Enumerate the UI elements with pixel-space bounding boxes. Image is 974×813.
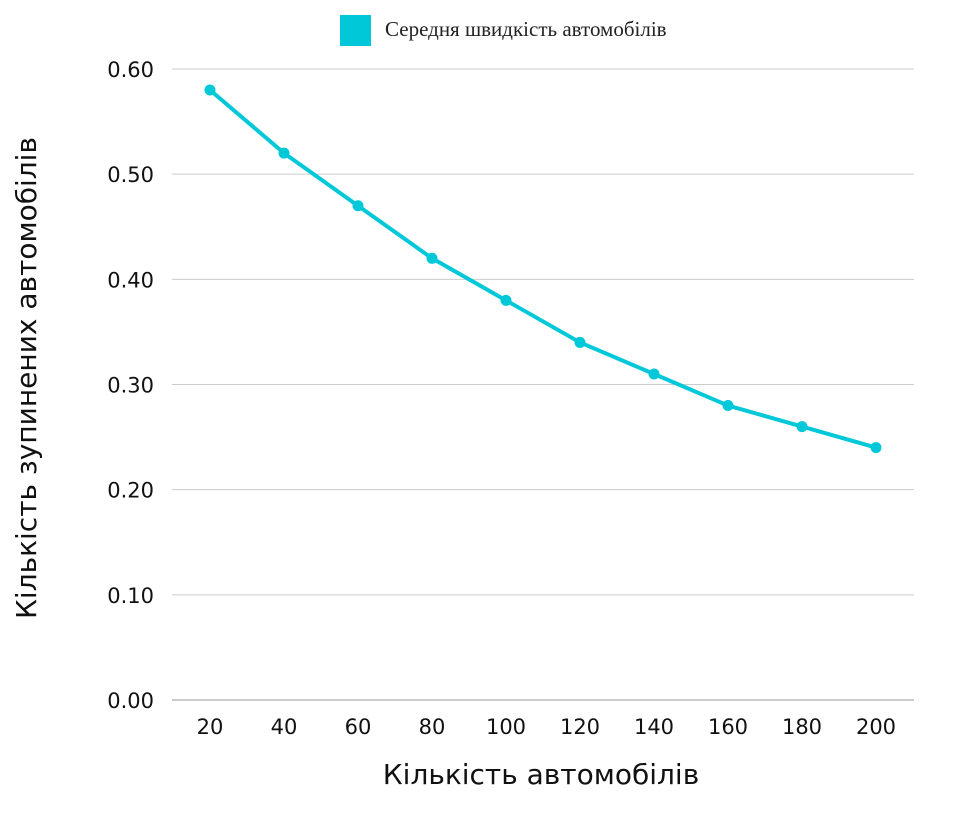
- x-tick-label: 200: [856, 715, 896, 739]
- y-tick-label: 0.00: [107, 689, 154, 713]
- y-tick-label: 0.20: [107, 479, 154, 503]
- x-tick-label: 80: [419, 715, 446, 739]
- data-point: [870, 442, 882, 454]
- x-tick-label: 20: [197, 715, 224, 739]
- x-tick-labels: 20 40 60 80 100 120 140 160 180 200: [197, 715, 896, 739]
- x-tick-label: 100: [486, 715, 526, 739]
- y-tick-label: 0.40: [107, 268, 154, 292]
- series-line: [208, 88, 878, 450]
- legend: Середня швидкість автомобілів: [340, 15, 667, 46]
- data-point: [500, 294, 512, 306]
- x-tick-label: 40: [271, 715, 298, 739]
- x-tick-label: 140: [634, 715, 674, 739]
- data-point: [722, 400, 734, 412]
- data-point: [574, 336, 586, 348]
- data-point: [426, 252, 438, 264]
- y-axis-title: Кількість зупинених автомобілів: [10, 137, 43, 619]
- x-tick-label: 180: [782, 715, 822, 739]
- y-tick-label: 0.30: [107, 374, 154, 398]
- y-tick-label: 0.60: [107, 58, 154, 82]
- data-point: [648, 368, 660, 380]
- x-tick-label: 160: [708, 715, 748, 739]
- x-axis-title: Кількість автомобілів: [383, 758, 699, 791]
- data-point: [278, 147, 290, 159]
- y-tick-label: 0.10: [107, 584, 154, 608]
- y-tick-label: 0.50: [107, 163, 154, 187]
- grid-lines: [172, 68, 914, 701]
- legend-label: Середня швидкість автомобілів: [385, 17, 667, 41]
- legend-swatch: [340, 15, 371, 46]
- series-layer: [204, 84, 882, 454]
- x-tick-label: 60: [345, 715, 372, 739]
- y-tick-labels: 0.00 0.10 0.20 0.30 0.40 0.50 0.60: [107, 58, 154, 713]
- data-point: [204, 84, 216, 96]
- x-tick-label: 120: [560, 715, 600, 739]
- data-point: [352, 200, 364, 212]
- data-point: [796, 421, 808, 433]
